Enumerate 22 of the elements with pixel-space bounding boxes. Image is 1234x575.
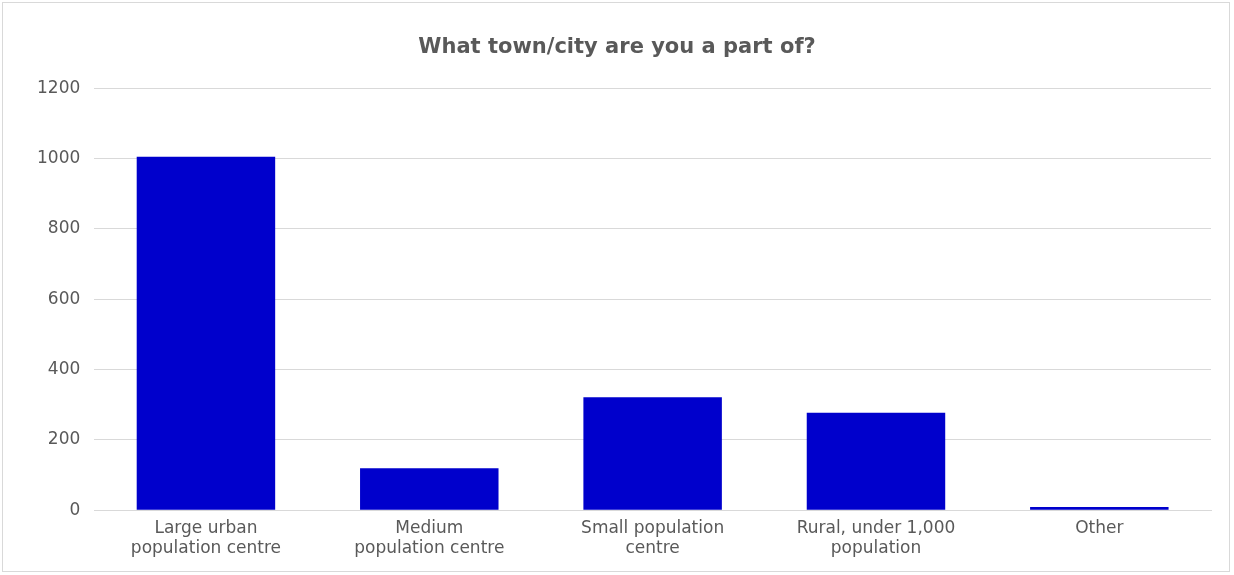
category-label: centre: [625, 537, 680, 558]
category-label: Large urban: [154, 516, 258, 537]
y-tick-label: 600: [47, 287, 81, 308]
y-tick-label: 800: [47, 217, 81, 238]
category-label: population centre: [354, 537, 505, 558]
category-label: Rural, under 1,000: [796, 516, 956, 537]
y-tick-label: 400: [47, 357, 81, 378]
y-tick-label: 0: [69, 498, 81, 519]
bar: [1030, 507, 1169, 510]
y-tick-label: 200: [47, 428, 81, 449]
category-label: Small population: [581, 516, 725, 537]
category-label: population centre: [130, 537, 282, 558]
category-label: Medium: [395, 516, 464, 537]
bar: [360, 468, 499, 510]
bar: [136, 156, 276, 510]
x-tick-label: Other: [1075, 516, 1124, 537]
y-tick-label: 1200: [37, 76, 81, 97]
chart-title: What town/city are you a part of?: [418, 34, 816, 59]
bar: [583, 397, 722, 510]
category-label: population: [830, 537, 922, 558]
y-tick-label: 1000: [37, 146, 81, 167]
bar: [806, 412, 946, 510]
